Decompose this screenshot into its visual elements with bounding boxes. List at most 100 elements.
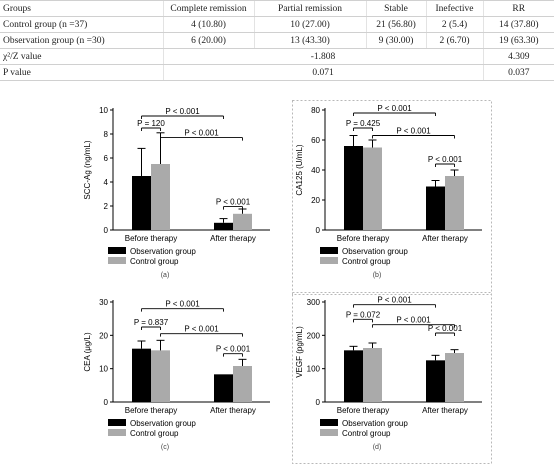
y-tick-label: 10 bbox=[99, 365, 108, 374]
chart-a: 0 2 4 6 8 10 SCC-Ag (ng/mL) Before therapy After… bbox=[83, 106, 270, 279]
legend-swatch bbox=[320, 429, 338, 436]
y-axis-label: CA125 (U/mL) bbox=[295, 144, 304, 195]
y-tick-label: 10 bbox=[99, 106, 108, 115]
panel-frame bbox=[292, 292, 492, 464]
chart-panel-d: 0 100 200 300 VEGF (pg/mL) Before therapy Afte… bbox=[292, 292, 492, 464]
table-cell: 14 (37.80) bbox=[482, 16, 554, 33]
header-complete-remission: Complete remission bbox=[162, 0, 254, 17]
legend-entry: Observation group bbox=[342, 247, 408, 256]
y-axis-label: CEA (μg/L) bbox=[83, 332, 92, 372]
bar bbox=[344, 350, 363, 402]
table-cell: χ²/Z value bbox=[0, 48, 163, 65]
table-row: χ²/Z value -1.808 4.309 bbox=[0, 48, 554, 65]
significance-label: P < 0.001 bbox=[396, 127, 431, 136]
y-tick-label: 20 bbox=[99, 331, 108, 340]
bar bbox=[426, 186, 445, 230]
significance-label: P < 0.001 bbox=[216, 198, 251, 207]
bar bbox=[214, 222, 233, 230]
bar bbox=[151, 164, 170, 230]
y-tick-label: 8 bbox=[104, 130, 109, 139]
y-tick-label: 80 bbox=[311, 106, 320, 115]
bar bbox=[445, 353, 464, 402]
chart-b: 0 20 40 60 80 CA125 (U/mL) Before therapy After… bbox=[292, 100, 492, 295]
table-row: Control group (n =37) 4 (10.80) 10 (27.0… bbox=[0, 16, 554, 33]
table-cell: 0.037 bbox=[482, 64, 554, 81]
legend-swatch bbox=[108, 429, 126, 436]
legend-swatch bbox=[320, 247, 338, 254]
bar bbox=[426, 360, 445, 402]
header-rr: RR bbox=[482, 0, 554, 17]
y-tick-label: 4 bbox=[104, 178, 109, 187]
x-tick-label: After therapy bbox=[422, 234, 468, 243]
y-tick-label: 0 bbox=[316, 398, 321, 407]
significance-label: P < 0.001 bbox=[377, 104, 412, 113]
header-stable: Stable bbox=[365, 0, 426, 17]
bar bbox=[363, 348, 382, 402]
header-groups: Groups bbox=[0, 0, 163, 17]
significance-label: P = 0.425 bbox=[346, 119, 381, 128]
significance-label: P < 0.001 bbox=[165, 107, 200, 116]
bar bbox=[363, 147, 382, 230]
y-tick-label: 100 bbox=[307, 365, 321, 374]
chart-c: 0 10 20 30 CEA (μg/L) Before therapy After the… bbox=[83, 298, 270, 451]
significance-label: P < 0.001 bbox=[216, 345, 251, 354]
bar bbox=[445, 176, 464, 230]
significance-label: P < 0.001 bbox=[396, 316, 431, 325]
legend-swatch bbox=[320, 257, 338, 264]
table-cell: 9 (30.00) bbox=[365, 32, 426, 49]
bar bbox=[233, 366, 252, 402]
chart-panel-b: 0 20 40 60 80 CA125 (U/mL) Before therapy After… bbox=[292, 100, 492, 295]
y-tick-label: 40 bbox=[311, 166, 320, 175]
table-cell: 21 (56.80) bbox=[365, 16, 426, 33]
panel-label: (d) bbox=[373, 444, 382, 451]
panel-label: (b) bbox=[373, 272, 382, 279]
significance-label: P < 0.001 bbox=[184, 325, 219, 334]
panel-label: (a) bbox=[161, 272, 170, 279]
panel-frame bbox=[292, 100, 492, 295]
x-tick-label: Before therapy bbox=[125, 234, 177, 243]
legend-entry: Control group bbox=[342, 257, 391, 266]
x-tick-label: After therapy bbox=[422, 406, 468, 415]
table-cell: Control group (n =37) bbox=[0, 16, 163, 33]
x-tick-label: Before therapy bbox=[125, 406, 177, 415]
results-table: Groups Complete remission Partial remiss… bbox=[0, 0, 554, 81]
bar bbox=[344, 146, 363, 230]
significance-label: P = 120 bbox=[137, 119, 165, 128]
significance-label: P < 0.001 bbox=[428, 324, 463, 333]
table-cell: 19 (63.30) bbox=[482, 32, 554, 49]
legend-entry: Observation group bbox=[342, 419, 408, 428]
legend-swatch bbox=[320, 419, 338, 426]
table-cell: 6 (20.00) bbox=[162, 32, 254, 49]
bar bbox=[151, 350, 170, 402]
y-tick-label: 300 bbox=[307, 298, 321, 307]
legend-swatch bbox=[108, 419, 126, 426]
significance-label: P < 0.001 bbox=[165, 300, 200, 309]
significance-label: P = 0.072 bbox=[346, 310, 381, 319]
table-cell: Observation group (n =30) bbox=[0, 32, 163, 49]
x-tick-label: Before therapy bbox=[337, 234, 389, 243]
legend-swatch bbox=[108, 257, 126, 264]
header-ineffective: Inefective bbox=[425, 0, 483, 17]
significance-label: P < 0.001 bbox=[377, 296, 412, 305]
y-tick-label: 30 bbox=[99, 298, 108, 307]
bar bbox=[132, 176, 151, 230]
table-cell: P value bbox=[0, 64, 163, 81]
y-tick-label: 0 bbox=[104, 226, 109, 235]
significance-label: P < 0.001 bbox=[184, 129, 219, 138]
results-table-container: Groups Complete remission Partial remiss… bbox=[0, 0, 554, 81]
table-header-row: Groups Complete remission Partial remiss… bbox=[0, 0, 554, 17]
table-cell: 13 (43.30) bbox=[253, 32, 366, 49]
y-tick-label: 0 bbox=[104, 398, 109, 407]
panel-label: (c) bbox=[161, 444, 169, 451]
chart-d: 0 100 200 300 VEGF (pg/mL) Before therapy Afte… bbox=[292, 292, 492, 464]
bar bbox=[132, 348, 151, 402]
table-cell: 2 (6.70) bbox=[425, 32, 483, 49]
table-cell: 4 (10.80) bbox=[162, 16, 254, 33]
y-axis-label: SCC-Ag (ng/mL) bbox=[83, 140, 92, 199]
legend-entry: Observation group bbox=[130, 247, 196, 256]
header-partial-remission: Partial remission bbox=[253, 0, 366, 17]
table-row: P value 0.071 0.037 bbox=[0, 64, 554, 81]
y-tick-label: 60 bbox=[311, 136, 320, 145]
x-tick-label: After therapy bbox=[210, 406, 256, 415]
significance-label: P = 0.837 bbox=[134, 318, 169, 327]
